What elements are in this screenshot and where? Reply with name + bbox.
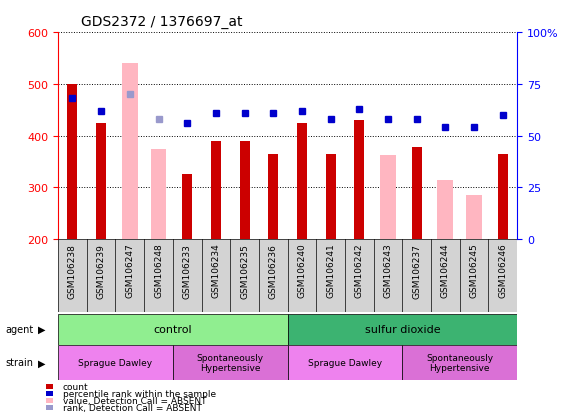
Text: GSM106244: GSM106244 xyxy=(441,243,450,298)
Text: Sprague Dawley: Sprague Dawley xyxy=(308,358,382,367)
Bar xyxy=(437,180,453,240)
Bar xyxy=(58,345,173,380)
Text: GSM106234: GSM106234 xyxy=(211,243,220,298)
Bar xyxy=(325,154,336,240)
Bar xyxy=(380,156,396,240)
Bar xyxy=(498,154,508,240)
Bar xyxy=(150,149,166,240)
Bar xyxy=(288,314,517,345)
Bar xyxy=(182,175,192,240)
Bar xyxy=(67,85,77,240)
Text: GDS2372 / 1376697_at: GDS2372 / 1376697_at xyxy=(81,15,242,29)
Text: GSM106240: GSM106240 xyxy=(297,243,306,298)
Bar xyxy=(122,64,138,240)
Text: GSM106236: GSM106236 xyxy=(269,243,278,298)
Text: GSM106235: GSM106235 xyxy=(240,243,249,298)
Text: strain: strain xyxy=(6,357,34,368)
Bar xyxy=(239,142,250,240)
Text: rank, Detection Call = ABSENT: rank, Detection Call = ABSENT xyxy=(63,403,202,412)
Text: GSM106241: GSM106241 xyxy=(326,243,335,298)
Text: sulfur dioxide: sulfur dioxide xyxy=(364,324,440,335)
Text: GSM106246: GSM106246 xyxy=(498,243,507,298)
Bar xyxy=(297,123,307,240)
Text: GSM106247: GSM106247 xyxy=(125,243,134,298)
Text: count: count xyxy=(63,382,88,391)
Bar xyxy=(173,345,288,380)
Text: GSM106233: GSM106233 xyxy=(182,243,192,298)
Text: GSM106242: GSM106242 xyxy=(355,243,364,298)
Text: GSM106239: GSM106239 xyxy=(96,243,106,298)
Text: percentile rank within the sample: percentile rank within the sample xyxy=(63,389,216,398)
Bar xyxy=(96,123,106,240)
Text: ▶: ▶ xyxy=(38,324,45,335)
Text: Sprague Dawley: Sprague Dawley xyxy=(78,358,153,367)
Bar xyxy=(211,142,221,240)
Bar xyxy=(466,196,482,240)
Text: value, Detection Call = ABSENT: value, Detection Call = ABSENT xyxy=(63,396,206,405)
Bar xyxy=(412,148,422,240)
Text: GSM106248: GSM106248 xyxy=(154,243,163,298)
Bar xyxy=(354,121,364,240)
Bar xyxy=(268,154,278,240)
Bar xyxy=(288,345,403,380)
Text: GSM106245: GSM106245 xyxy=(469,243,479,298)
Bar xyxy=(58,314,288,345)
Text: GSM106243: GSM106243 xyxy=(383,243,393,298)
Bar xyxy=(403,345,517,380)
Text: Spontaneously
Hypertensive: Spontaneously Hypertensive xyxy=(426,353,493,372)
Text: agent: agent xyxy=(6,324,34,335)
Text: GSM106237: GSM106237 xyxy=(412,243,421,298)
Text: Spontaneously
Hypertensive: Spontaneously Hypertensive xyxy=(196,353,264,372)
Text: GSM106238: GSM106238 xyxy=(68,243,77,298)
Text: control: control xyxy=(153,324,192,335)
Text: ▶: ▶ xyxy=(38,357,45,368)
